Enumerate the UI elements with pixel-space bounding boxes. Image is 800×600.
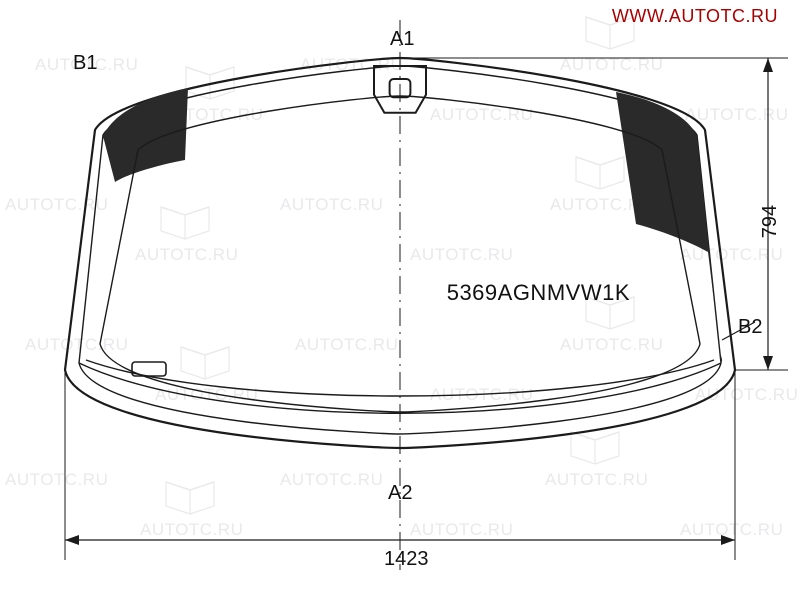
label-a1: A1 [390, 28, 414, 51]
label-a2: A2 [388, 482, 412, 505]
dim-width-value: 1423 [384, 548, 429, 571]
dim-height-value: 794 [759, 205, 782, 238]
windshield-diagram [0, 0, 800, 600]
label-b2: B2 [738, 316, 762, 339]
part-number: 5369AGNMVW1K [447, 280, 630, 306]
label-b1: B1 [73, 52, 97, 75]
site-watermark: WWW.AUTOTC.RU [612, 6, 778, 27]
